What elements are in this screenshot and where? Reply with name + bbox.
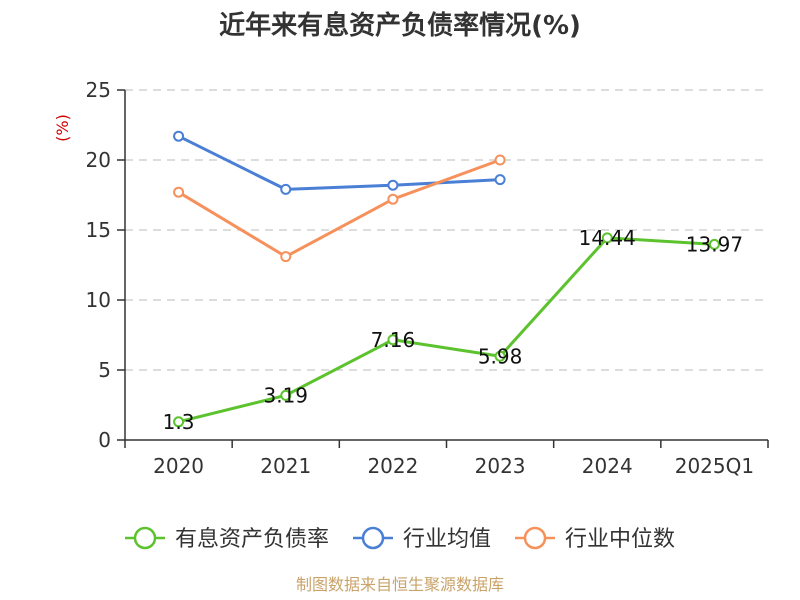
data-point	[387, 334, 399, 346]
y-tick-label: 0	[98, 428, 111, 452]
y-tick-label: 15	[86, 218, 111, 242]
data-point	[708, 238, 720, 250]
data-point	[387, 179, 399, 191]
series-line	[177, 134, 502, 191]
legend-label: 有息资产负债率	[175, 527, 329, 552]
data-label: 5.98	[478, 344, 523, 368]
y-axis-label: (%)	[53, 114, 72, 142]
x-tick-label: 2021	[260, 454, 311, 478]
x-tick-label: 2022	[367, 454, 418, 478]
data-point	[173, 416, 185, 428]
legend-marker	[361, 526, 385, 550]
legend-marker	[523, 526, 547, 550]
legend-item-1[interactable]: 行业均值	[352, 526, 491, 552]
x-tick-label: 2024	[582, 454, 633, 478]
series-0	[173, 232, 720, 428]
legend-marker	[133, 526, 157, 550]
data-label: 1.3	[163, 410, 195, 434]
data-point	[601, 232, 613, 244]
y-tick-label: 20	[86, 148, 111, 172]
series-2	[173, 154, 506, 263]
series-line	[177, 236, 716, 424]
data-point	[494, 174, 506, 186]
x-tick-label: 2023	[475, 454, 526, 478]
data-label: 13.97	[686, 232, 743, 256]
series-1	[173, 130, 506, 195]
data-point	[387, 193, 399, 205]
chart-title: 近年来有息资产负债率情况(%)	[219, 10, 581, 41]
data-point	[494, 154, 506, 166]
axes: 0 5 10 15 20 25 2020 2021 2022 2023 2024 2025Q1	[86, 78, 769, 478]
footer-source: 制图数据来自恒生聚源数据库	[296, 575, 504, 594]
data-point	[280, 183, 292, 195]
legend-label: 行业均值	[403, 527, 491, 552]
legend-item-2[interactable]: 行业中位数	[515, 526, 675, 552]
data-labels: 1.3 3.19 7.16 5.98 14.44 13.97	[163, 226, 743, 434]
data-point	[173, 130, 185, 142]
y-tick-label: 10	[86, 288, 111, 312]
y-tick-label: 5	[98, 358, 111, 382]
grid-lines	[125, 89, 768, 371]
x-tick-label: 2025Q1	[675, 454, 754, 478]
data-point	[280, 251, 292, 263]
legend-item-0[interactable]: 有息资产负债率	[124, 526, 329, 552]
data-label: 3.19	[263, 383, 308, 407]
data-label: 14.44	[579, 226, 636, 250]
legend[interactable]: 有息资产负债率 行业均值 行业中位数	[124, 526, 675, 552]
y-tick-label: 25	[86, 78, 111, 102]
legend-label: 行业中位数	[565, 527, 675, 552]
series-line	[177, 158, 502, 259]
data-point	[173, 186, 185, 198]
x-tick-label: 2020	[153, 454, 204, 478]
series-lines	[173, 130, 720, 428]
data-label: 7.16	[371, 328, 416, 352]
data-point	[280, 389, 292, 401]
data-point	[494, 350, 506, 362]
